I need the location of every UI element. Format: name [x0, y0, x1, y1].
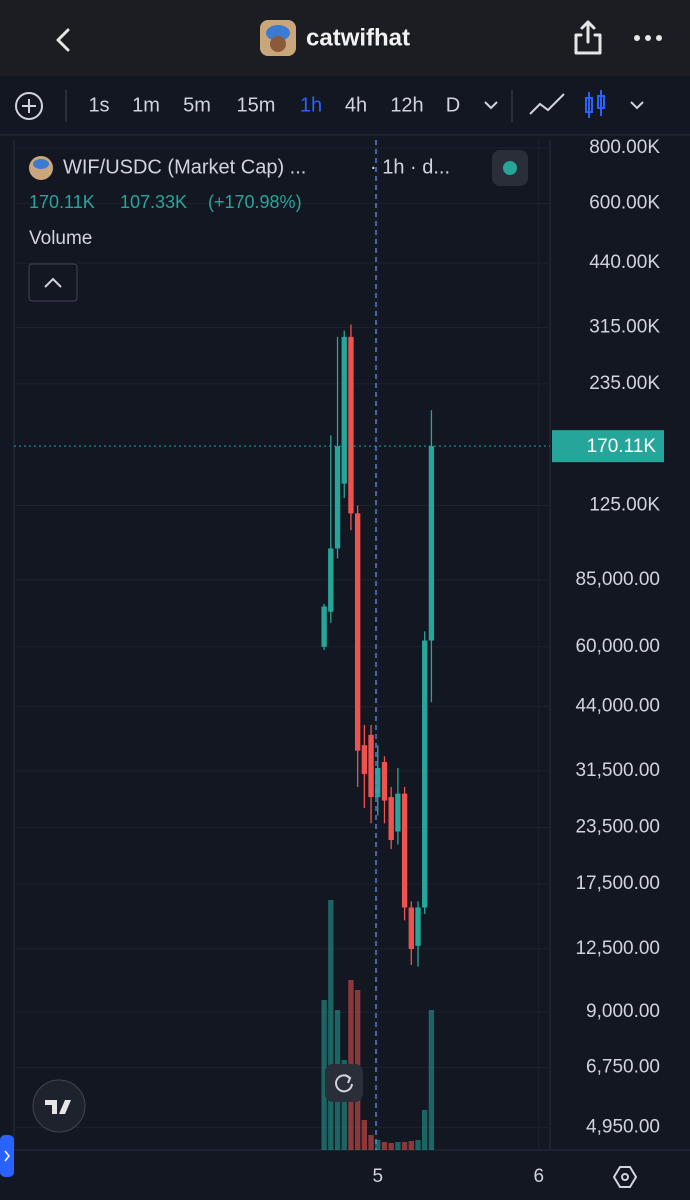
interval-button[interactable]: D	[446, 94, 460, 116]
interval-button[interactable]: 15m	[237, 94, 276, 116]
back-button[interactable]	[56, 28, 70, 52]
reset-button[interactable]	[325, 1064, 363, 1102]
interval-button[interactable]: 5m	[183, 94, 211, 116]
candle-body	[354, 513, 361, 751]
last-value: 170.11K	[29, 192, 95, 212]
y-tick-label: 17,500.00	[575, 873, 660, 894]
interval-button[interactable]: 4h	[345, 94, 367, 116]
grid	[14, 140, 550, 1150]
volume-bar	[361, 1120, 368, 1150]
symbol-interval: · 1h · d...	[370, 156, 450, 178]
y-tick-label: 23,500.00	[575, 816, 660, 837]
candle-body	[395, 793, 401, 832]
volume-bar	[395, 1142, 401, 1150]
side-tab[interactable]	[0, 1135, 14, 1177]
candle-body	[348, 336, 354, 514]
candle-body	[408, 907, 414, 949]
interval-button[interactable]: 12h	[390, 94, 423, 116]
volume-bar	[415, 1140, 421, 1150]
candle-chart-button[interactable]	[585, 90, 605, 118]
y-tick-label: 440.00K	[589, 252, 660, 273]
y-tick-label: 800.00K	[589, 137, 660, 158]
candle-body	[375, 767, 381, 798]
candle-body	[381, 761, 388, 801]
volume-bar	[341, 1060, 347, 1150]
volume-bar	[422, 1110, 428, 1150]
candle-body	[321, 606, 327, 647]
volume-bar	[328, 900, 334, 1150]
candle-body	[428, 446, 435, 641]
y-tick-label: 60,000.00	[575, 636, 660, 657]
volume-bar	[388, 1143, 394, 1150]
candle-body	[341, 336, 347, 484]
y-tick-label: 9,000.00	[586, 1001, 660, 1022]
volume-bar	[375, 1140, 381, 1150]
avatar	[260, 20, 296, 56]
study-name: Volume	[29, 228, 92, 249]
last-price-tag	[552, 430, 664, 463]
candle-body	[422, 640, 428, 908]
legend: WIF/USDC (Market Cap) ... · 1h · d... 17…	[28, 150, 528, 302]
line-chart-button[interactable]	[529, 93, 565, 115]
more-button[interactable]	[634, 35, 662, 41]
candle-body	[368, 734, 374, 798]
y-tick-label: 44,000.00	[575, 696, 660, 717]
token-title: catwifhat	[306, 24, 410, 51]
candle-body	[328, 548, 334, 612]
y-tick-label: 31,500.00	[575, 760, 660, 781]
interval-button[interactable]: 1h	[300, 94, 322, 116]
volume-bar	[428, 1010, 435, 1150]
volume-bar	[401, 1142, 408, 1150]
y-tick-label: 125.00K	[589, 495, 660, 516]
volume-bar	[381, 1142, 388, 1150]
interval-dropdown[interactable]	[484, 101, 498, 110]
y-tick-label: 85,000.00	[575, 569, 660, 590]
change-value: 107.33K	[120, 192, 187, 212]
last-price-label: 170.11K	[587, 436, 657, 457]
y-tick-label: 600.00K	[589, 192, 660, 213]
candle-body	[415, 907, 421, 946]
y-tick-label: 4,950.00	[586, 1116, 660, 1137]
collapse-button[interactable]	[28, 263, 78, 302]
y-tick-label: 315.00K	[589, 317, 660, 338]
change-percent: (+170.98%)	[208, 192, 302, 212]
volume-bar	[368, 1135, 374, 1150]
candle-body	[388, 797, 394, 841]
x-tick-label: 5	[372, 1166, 383, 1187]
volume-bar	[321, 1000, 327, 1150]
symbol-name: WIF/USDC (Market Cap) ...	[63, 156, 306, 178]
candle-body	[361, 745, 368, 775]
interval-button[interactable]: 1s	[88, 94, 109, 116]
tradingview-logo[interactable]	[32, 1079, 86, 1133]
volume-bar	[408, 1141, 414, 1150]
chart-type-dropdown[interactable]	[630, 101, 644, 110]
share-button[interactable]	[574, 20, 602, 55]
interval-button[interactable]: 1m	[132, 94, 160, 116]
candle-body	[334, 446, 341, 549]
interval-list: 1s 1m 5m 15m 1h 4h 12h D	[88, 94, 460, 116]
settings-button[interactable]	[612, 1166, 638, 1188]
add-button[interactable]	[15, 92, 43, 120]
candles	[321, 324, 435, 967]
y-tick-label: 235.00K	[589, 373, 660, 394]
settings-dot	[621, 1173, 629, 1181]
axes: 800.00K 600.00K 440.00K 315.00K 235.00K 125.0…	[14, 137, 664, 1187]
y-tick-label: 12,500.00	[575, 938, 660, 959]
y-tick-label: 6,750.00	[586, 1057, 660, 1078]
x-tick-label: 6	[533, 1166, 544, 1187]
candle-body	[401, 793, 408, 908]
